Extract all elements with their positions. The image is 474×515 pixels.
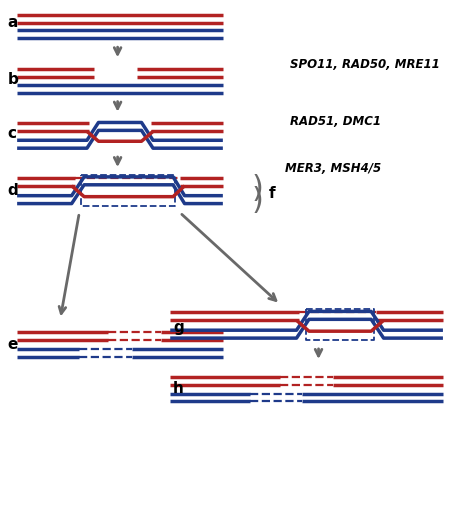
Text: c: c [8, 126, 17, 141]
Text: d: d [8, 183, 18, 198]
Text: b: b [8, 73, 18, 88]
Text: RAD51, DMC1: RAD51, DMC1 [290, 115, 381, 128]
Text: e: e [8, 337, 18, 352]
Text: MER3, MSH4/5: MER3, MSH4/5 [285, 162, 381, 176]
Text: ): ) [252, 186, 264, 215]
Text: f: f [269, 186, 275, 201]
Text: a: a [8, 15, 18, 30]
Text: h: h [173, 381, 184, 396]
Text: ): ) [252, 174, 264, 203]
Text: g: g [173, 320, 184, 335]
Text: SPO11, RAD50, MRE11: SPO11, RAD50, MRE11 [290, 58, 439, 71]
